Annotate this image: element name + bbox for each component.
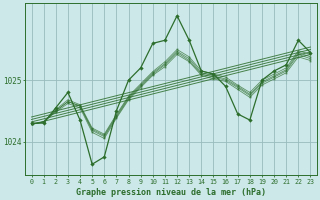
X-axis label: Graphe pression niveau de la mer (hPa): Graphe pression niveau de la mer (hPa)	[76, 188, 266, 197]
